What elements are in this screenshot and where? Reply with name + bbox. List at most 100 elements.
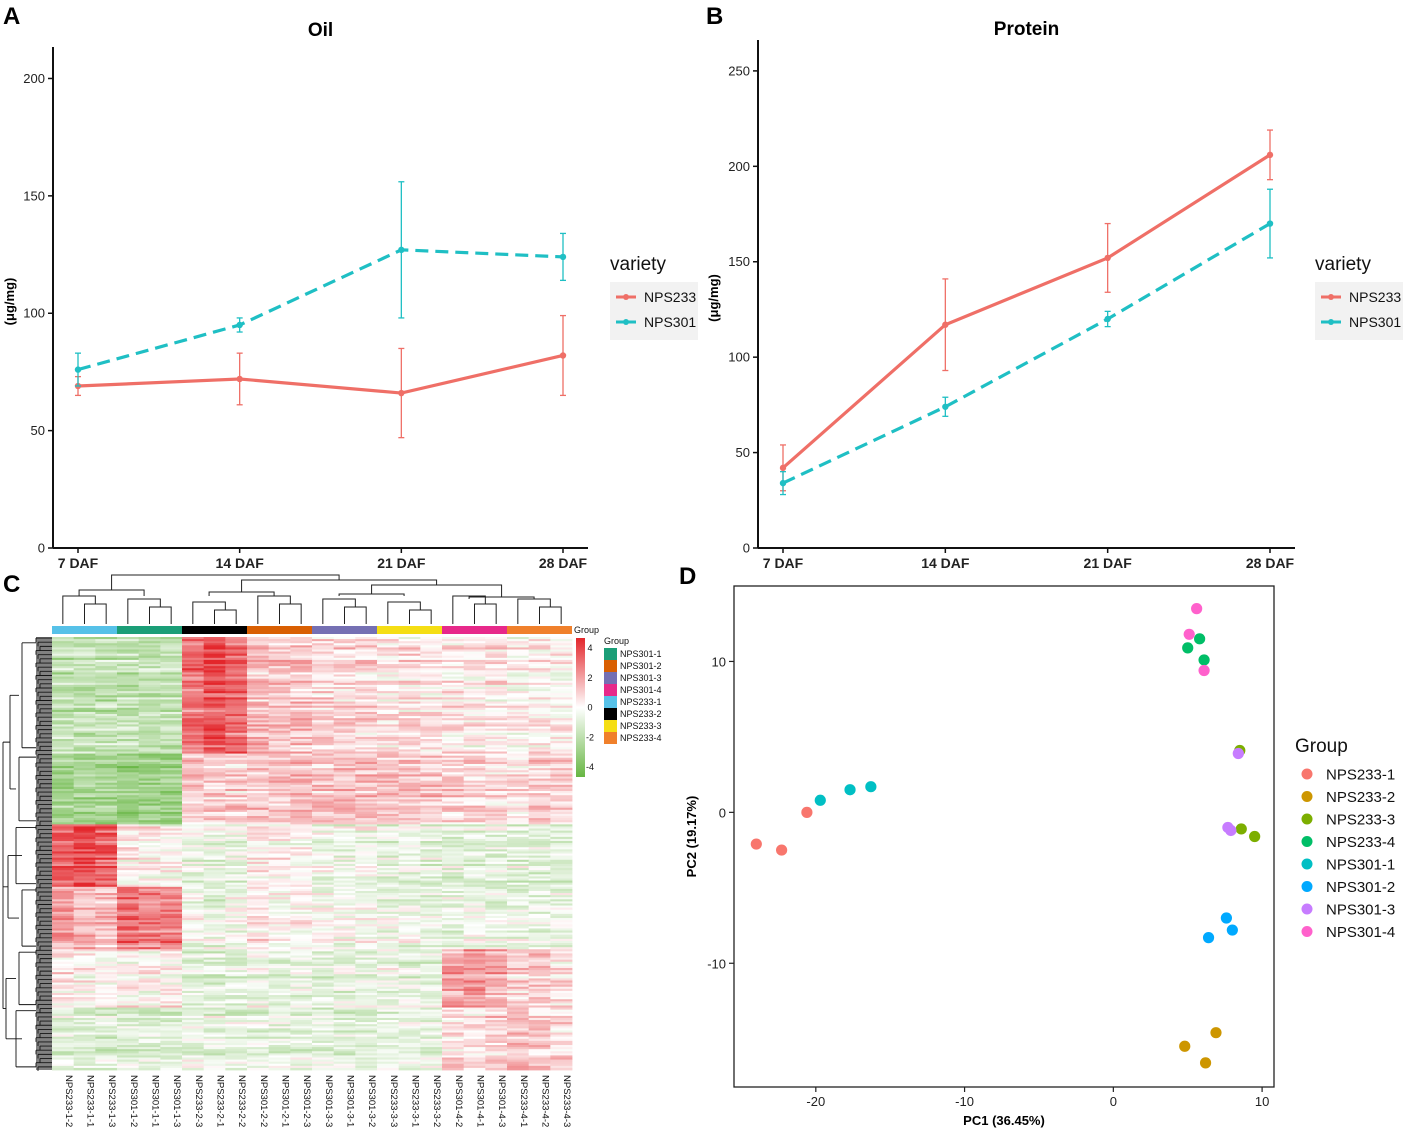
heatmap-cell bbox=[398, 778, 421, 782]
heatmap-cell bbox=[268, 824, 291, 827]
heatmap-cell bbox=[528, 799, 551, 802]
heatmap-cell bbox=[442, 728, 465, 732]
heatmap-cell bbox=[182, 980, 205, 983]
heatmap-cell bbox=[95, 847, 118, 850]
heatmap-cell bbox=[160, 984, 183, 988]
heatmap-cell bbox=[528, 890, 551, 894]
y-axis-label: (μg/mg) bbox=[2, 278, 17, 326]
heatmap-cell bbox=[528, 878, 551, 881]
heatmap-cell bbox=[138, 1045, 161, 1048]
heatmap-cell bbox=[160, 828, 183, 832]
heatmap-cell bbox=[247, 689, 270, 692]
heatmap-cell bbox=[268, 645, 291, 648]
heatmap-cell bbox=[355, 809, 378, 813]
heatmap-cell bbox=[507, 1007, 530, 1011]
heatmap-cell bbox=[507, 863, 530, 867]
heatmap-cell bbox=[160, 967, 183, 971]
heatmap-cell bbox=[333, 722, 356, 725]
heatmap-cell bbox=[528, 849, 551, 852]
heatmap-cell bbox=[398, 965, 421, 969]
heatmap-cell bbox=[290, 972, 313, 975]
heatmap-cell bbox=[550, 709, 573, 713]
heatmap-cell bbox=[138, 924, 161, 927]
heatmap-cell bbox=[95, 689, 118, 692]
heatmap-cell bbox=[485, 980, 508, 983]
heatmap-cell bbox=[528, 695, 551, 698]
heatmap-cell bbox=[225, 770, 248, 773]
heatmap-cell bbox=[160, 934, 183, 938]
heatmap-cell bbox=[550, 847, 573, 850]
heatmap-cell bbox=[95, 982, 118, 986]
heatmap-cell bbox=[203, 805, 226, 809]
heatmap-cell bbox=[312, 988, 335, 992]
heatmap-cell bbox=[182, 863, 205, 867]
heatmap-cell bbox=[160, 782, 183, 786]
heatmap-cell bbox=[138, 918, 161, 921]
heatmap-cell bbox=[528, 784, 551, 788]
heatmap-cell bbox=[377, 818, 400, 821]
heatmap-cell bbox=[95, 895, 118, 898]
heatmap-cell bbox=[138, 741, 161, 744]
heatmap-cell bbox=[355, 1015, 378, 1019]
heatmap-cell bbox=[225, 639, 248, 642]
heatmap-cell bbox=[247, 805, 270, 809]
heatmap-cell bbox=[333, 859, 356, 863]
heatmap-cell bbox=[52, 759, 75, 763]
heatmap-cell bbox=[550, 986, 573, 990]
heatmap-cell bbox=[138, 882, 161, 886]
heatmap-cell bbox=[160, 880, 183, 884]
heatmap-cell bbox=[117, 945, 140, 948]
heatmap-cell bbox=[160, 753, 183, 757]
heatmap-cell bbox=[268, 795, 291, 798]
heatmap-cell bbox=[463, 1026, 486, 1029]
heatmap-cell bbox=[203, 714, 226, 717]
heatmap-cell bbox=[355, 945, 378, 948]
heatmap-cell bbox=[225, 876, 248, 879]
heatmap-cell bbox=[420, 1001, 443, 1004]
heatmap-cell bbox=[463, 768, 486, 771]
heatmap-cell bbox=[95, 901, 118, 904]
heatmap-cell bbox=[550, 668, 573, 671]
heatmap-cell bbox=[95, 659, 118, 663]
heatmap-cell bbox=[442, 949, 465, 952]
heatmap-cell bbox=[73, 838, 96, 842]
heatmap-cell bbox=[160, 1047, 183, 1050]
heatmap-cell bbox=[420, 799, 443, 802]
heatmap-cell bbox=[312, 803, 335, 807]
heatmap-cell bbox=[420, 832, 443, 836]
heatmap-cell bbox=[507, 680, 530, 684]
heatmap-cell bbox=[95, 745, 118, 748]
heatmap-cell bbox=[463, 822, 486, 825]
heatmap-cell bbox=[247, 686, 270, 690]
heatmap-cell bbox=[507, 647, 530, 650]
heatmap-cell bbox=[290, 784, 313, 788]
heatmap-cell bbox=[203, 903, 226, 906]
heatmap-cell bbox=[463, 682, 486, 686]
legend-key-point bbox=[623, 294, 629, 300]
heatmap-cell bbox=[398, 853, 421, 856]
heatmap-cell bbox=[398, 863, 421, 867]
heatmap-cell bbox=[333, 918, 356, 921]
heatmap-cell bbox=[290, 818, 313, 821]
heatmap-cell bbox=[247, 693, 270, 696]
heatmap-cell bbox=[268, 984, 291, 988]
heatmap-cell bbox=[95, 1036, 118, 1040]
heatmap-cell bbox=[528, 992, 551, 996]
heatmap-cell bbox=[290, 689, 313, 692]
heatmap-cell bbox=[160, 689, 183, 692]
heatmap-cell bbox=[355, 934, 378, 938]
heatmap-cell bbox=[485, 913, 508, 917]
heatmap-cell bbox=[333, 651, 356, 655]
heatmap-cell bbox=[182, 720, 205, 723]
heatmap-cell bbox=[312, 890, 335, 894]
heatmap-cell bbox=[73, 780, 96, 784]
heatmap-cell bbox=[333, 811, 356, 815]
heatmap-cell bbox=[290, 714, 313, 717]
heatmap-cell bbox=[160, 726, 183, 729]
heatmap-cell bbox=[550, 1034, 573, 1038]
heatmap-cell bbox=[442, 857, 465, 861]
y-tick-label: 100 bbox=[23, 306, 45, 321]
heatmap-cell bbox=[247, 668, 270, 671]
heatmap-cell bbox=[550, 691, 573, 694]
heatmap-cell bbox=[225, 834, 248, 838]
